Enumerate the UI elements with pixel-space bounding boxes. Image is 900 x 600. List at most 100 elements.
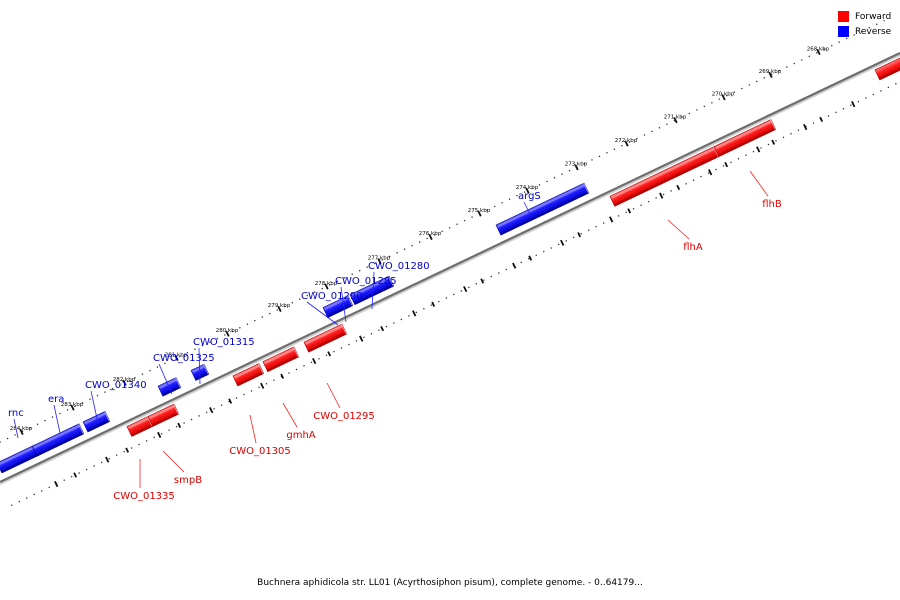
lower-minor-tick <box>724 162 729 168</box>
leader-CWO_01290 <box>306 301 339 326</box>
lower-major-tick <box>756 146 761 153</box>
label-era: era <box>48 394 64 405</box>
upper-major-tick <box>377 258 382 265</box>
lower-major-tick <box>209 407 214 414</box>
upper-major-tick <box>277 305 282 312</box>
lower-major-tick <box>260 382 265 389</box>
leader-CWO_01315 <box>198 347 201 385</box>
upper-major-tick <box>574 164 579 171</box>
lower-minor-tick <box>73 472 78 478</box>
gene-CWO_01340 <box>82 411 111 433</box>
lower-major-tick <box>359 335 364 342</box>
upper-major-tick <box>19 428 24 435</box>
backbone-line <box>0 52 900 483</box>
upper-major-tick <box>525 187 530 194</box>
label-CWO_01315: CWO_01315 <box>193 337 255 348</box>
label-rnc: rnc <box>8 408 24 419</box>
gene-CWO_01285 <box>349 275 395 305</box>
backbone <box>0 52 900 485</box>
label-smpB: smpB <box>174 475 202 486</box>
label-CWO_01280: CWO_01280 <box>368 261 430 272</box>
gene-CWO_01305 <box>232 363 265 387</box>
leader-flhA <box>667 219 690 240</box>
gene-CWO_01295 <box>303 323 348 353</box>
gene-features <box>0 52 900 474</box>
lower-minor-tick <box>627 208 632 214</box>
lower-major-tick <box>157 431 162 439</box>
lower-minor-tick <box>577 232 582 238</box>
lower-ruler <box>10 81 900 507</box>
lower-major-tick <box>54 480 59 488</box>
kbp-label: 282 kbp <box>113 377 136 383</box>
legend-reverse-label: Reverse <box>855 26 892 37</box>
lower-minor-tick <box>676 184 681 191</box>
kbp-label: 283 kbp <box>61 402 84 408</box>
kbp-label: 270 kbp <box>712 92 735 98</box>
lower-minor-tick <box>280 373 285 379</box>
lower-minor-tick <box>327 351 332 357</box>
lower-major-tick <box>609 216 614 223</box>
leader-smpB <box>162 450 185 473</box>
kbp-label: 279 kbp <box>268 303 291 309</box>
label-CWO_01305: CWO_01305 <box>229 446 291 457</box>
kbp-label: 272 kbp <box>615 138 638 144</box>
kbp-label: 273 kbp <box>565 162 588 168</box>
kbp-label: 274 kbp <box>516 185 539 191</box>
backbone-shadow <box>0 53 900 485</box>
label-flhA: flhA <box>683 242 703 253</box>
lower-minor-tick <box>431 301 436 307</box>
label-argS: argS <box>518 191 541 202</box>
leader-CWO_01285 <box>340 286 347 323</box>
lower-major-tick <box>412 310 417 317</box>
reverse-swatch <box>838 26 849 37</box>
lower-minor-tick <box>480 278 485 284</box>
upper-major-tick <box>174 354 179 362</box>
kbp-label: 278 kbp <box>315 281 338 287</box>
legend-reverse: Reverse <box>838 24 891 39</box>
kbp-label: 271 kbp <box>664 114 687 120</box>
upper-major-tick <box>324 283 329 290</box>
kbp-label: 280 kbp <box>216 328 239 334</box>
gene-rnc <box>0 444 41 474</box>
label-CWO_01325: CWO_01325 <box>153 353 215 364</box>
upper-major-tick <box>816 48 821 56</box>
upper-major-tick <box>477 210 482 217</box>
gene-gmhA <box>262 346 300 372</box>
kbp-label: 268 kbp <box>807 46 830 52</box>
gene-edge-forward <box>874 52 900 81</box>
lower-major-tick <box>463 285 468 293</box>
leader-CWO_01305 <box>249 414 257 444</box>
leader-CWO_01325 <box>158 363 173 395</box>
lower-major-tick <box>312 357 317 365</box>
upper-major-tick <box>721 94 726 101</box>
map-caption: Buchnera aphidicola str. LL01 (Acyrthosi… <box>257 578 643 588</box>
legend: Forward Reverse <box>838 9 891 39</box>
lower-major-tick <box>105 456 110 463</box>
lower-minor-tick <box>228 398 233 404</box>
leader-gmhA <box>282 402 298 428</box>
lower-major-tick <box>659 192 664 199</box>
lower-major-tick <box>708 169 713 176</box>
lower-major-tick <box>560 239 565 246</box>
upper-major-tick <box>122 379 127 386</box>
gene-argS <box>495 182 590 236</box>
lower-minor-tick <box>771 139 776 145</box>
lower-minor-tick <box>380 325 385 332</box>
kbp-label: 276 kbp <box>419 231 442 237</box>
upper-ruler <box>0 19 885 443</box>
lower-major-tick <box>851 101 856 108</box>
leader-argS <box>523 201 531 215</box>
lower-minor-tick <box>125 447 130 453</box>
leader-CWO_01295 <box>326 382 341 409</box>
gene-labels: rnc era CWO_01340 CWO_01325 CWO_01315 CWO_012… <box>8 170 782 502</box>
lower-major-tick <box>512 262 517 269</box>
forward-swatch <box>838 11 849 22</box>
kbp-label: 269 kbp <box>759 69 782 75</box>
upper-major-tick <box>673 117 678 124</box>
label-CWO_01285: CWO_01285 <box>335 276 397 287</box>
kbp-label: 275 kbp <box>468 208 491 214</box>
upper-major-tick <box>70 404 75 411</box>
legend-forward: Forward <box>838 9 891 24</box>
label-CWO_01295: CWO_01295 <box>313 411 375 422</box>
